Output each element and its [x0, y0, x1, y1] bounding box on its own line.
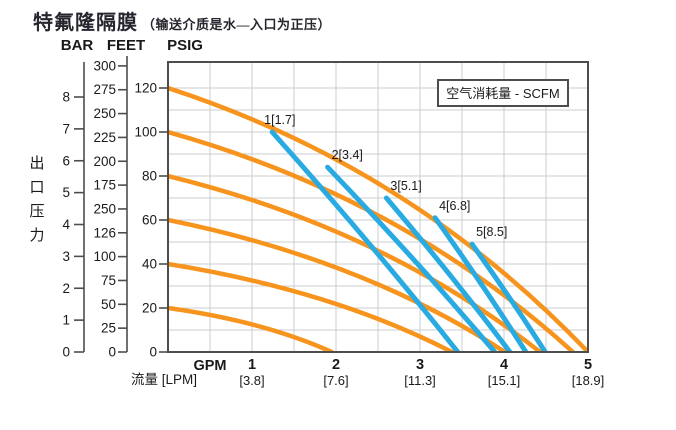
- bar-tick-label: 6: [62, 153, 70, 168]
- air-consumption-curve: [325, 164, 498, 352]
- feet-tick-label: 175: [93, 178, 116, 193]
- x-tick-gpm-label: 3: [416, 357, 424, 373]
- feet-tick-label: 225: [93, 130, 116, 145]
- feet-header: FEET: [107, 37, 145, 54]
- psig-tick-label: 60: [142, 213, 157, 228]
- x-tick-gpm-label: 4: [500, 357, 508, 373]
- bar-tick-label: 0: [62, 345, 70, 360]
- feet-tick-label: 200: [93, 154, 116, 169]
- y-axis-title-char: 出: [29, 155, 44, 172]
- bar-tick-label: 4: [62, 217, 70, 232]
- x-tick-gpm-label: 5: [584, 357, 592, 373]
- grid: [168, 62, 588, 352]
- feet-tick-label: 250: [93, 106, 116, 121]
- page-title: 特氟隆隔膜: [33, 12, 138, 34]
- bar-tick-label: 1: [62, 313, 70, 328]
- air-curve-label: 3[5.1]: [390, 179, 421, 193]
- x-tick-lpm-label: [18.9]: [572, 373, 605, 388]
- bar-tick-label: 3: [62, 249, 70, 264]
- psig-header: PSIG: [167, 37, 203, 54]
- air-curve-label: 5[8.5]: [476, 225, 507, 239]
- psig-tick-label: 100: [134, 125, 157, 140]
- psig-tick-label: 120: [134, 81, 157, 96]
- performance-curve: [168, 129, 576, 352]
- pressure-scales: 8765432103002752502252001752501261007550…: [62, 56, 168, 360]
- bar-tick-label: 8: [62, 90, 70, 105]
- curves-layer: [168, 85, 588, 352]
- y-axis-title-char: 压: [29, 203, 44, 220]
- legend-label: 空气消耗量 - SCFM: [446, 86, 559, 101]
- performance-curve: [168, 85, 588, 352]
- x-tick-lpm-label: [7.6]: [323, 373, 348, 388]
- x-tick-gpm-label: 1: [248, 357, 256, 373]
- bar-header: BAR: [61, 37, 94, 54]
- x-tick-lpm-label: [3.8]: [239, 373, 264, 388]
- air-consumption-curve: [469, 241, 548, 352]
- curve-labels: 1[1.7] 2[3.4] 3[5.1] 4[6.8] 5[8.5]: [264, 113, 507, 239]
- plot-border: [167, 61, 589, 353]
- performance-curve: [168, 217, 508, 352]
- air-curve-label: 2[3.4]: [332, 148, 363, 162]
- x-axis-unit-gpm: GPM: [193, 358, 226, 374]
- title-row: 特氟隆隔膜 （输送介质是水—入口为正压）: [33, 6, 331, 35]
- feet-tick-label: 50: [101, 297, 116, 312]
- feet-tick-label: 100: [93, 249, 116, 264]
- x-axis-unit-lpm: 流量 [LPM]: [131, 372, 197, 387]
- air-consumption-curve: [432, 215, 529, 352]
- feet-tick-label: 250: [93, 201, 116, 216]
- air-consumption-curve: [269, 129, 461, 352]
- x-tick-lpm-label: [15.1]: [488, 373, 521, 388]
- feet-tick-label: 126: [93, 225, 116, 240]
- air-curve-label: 1[1.7]: [264, 113, 295, 127]
- feet-tick-label: 275: [93, 82, 116, 97]
- air-curve-label: 4[6.8]: [439, 199, 470, 213]
- feet-tick-label: 25: [101, 321, 116, 336]
- air-consumption-curve: [383, 195, 513, 352]
- page-subtitle: （输送介质是水—入口为正压）: [142, 17, 332, 32]
- psig-tick-label: 0: [149, 345, 157, 360]
- performance-curve: [168, 305, 335, 352]
- bar-tick-label: 2: [62, 281, 70, 296]
- psig-tick-label: 20: [142, 301, 157, 316]
- bar-tick-label: 7: [62, 121, 70, 136]
- feet-tick-label: 300: [93, 58, 116, 73]
- bar-tick-label: 5: [62, 185, 70, 200]
- legend: 空气消耗量 - SCFM: [437, 79, 569, 107]
- y-axis-title-char: 口: [29, 179, 44, 196]
- legend-box: [437, 79, 569, 107]
- feet-tick-label: 75: [101, 273, 116, 288]
- y-axis-title-char: 力: [29, 227, 44, 244]
- psig-tick-label: 80: [142, 169, 157, 184]
- feet-tick-label: 0: [108, 345, 116, 360]
- performance-curve: [168, 261, 455, 352]
- psig-tick-label: 40: [142, 257, 157, 272]
- x-tick-lpm-label: [11.3]: [404, 373, 436, 388]
- x-tick-gpm-label: 2: [332, 357, 340, 373]
